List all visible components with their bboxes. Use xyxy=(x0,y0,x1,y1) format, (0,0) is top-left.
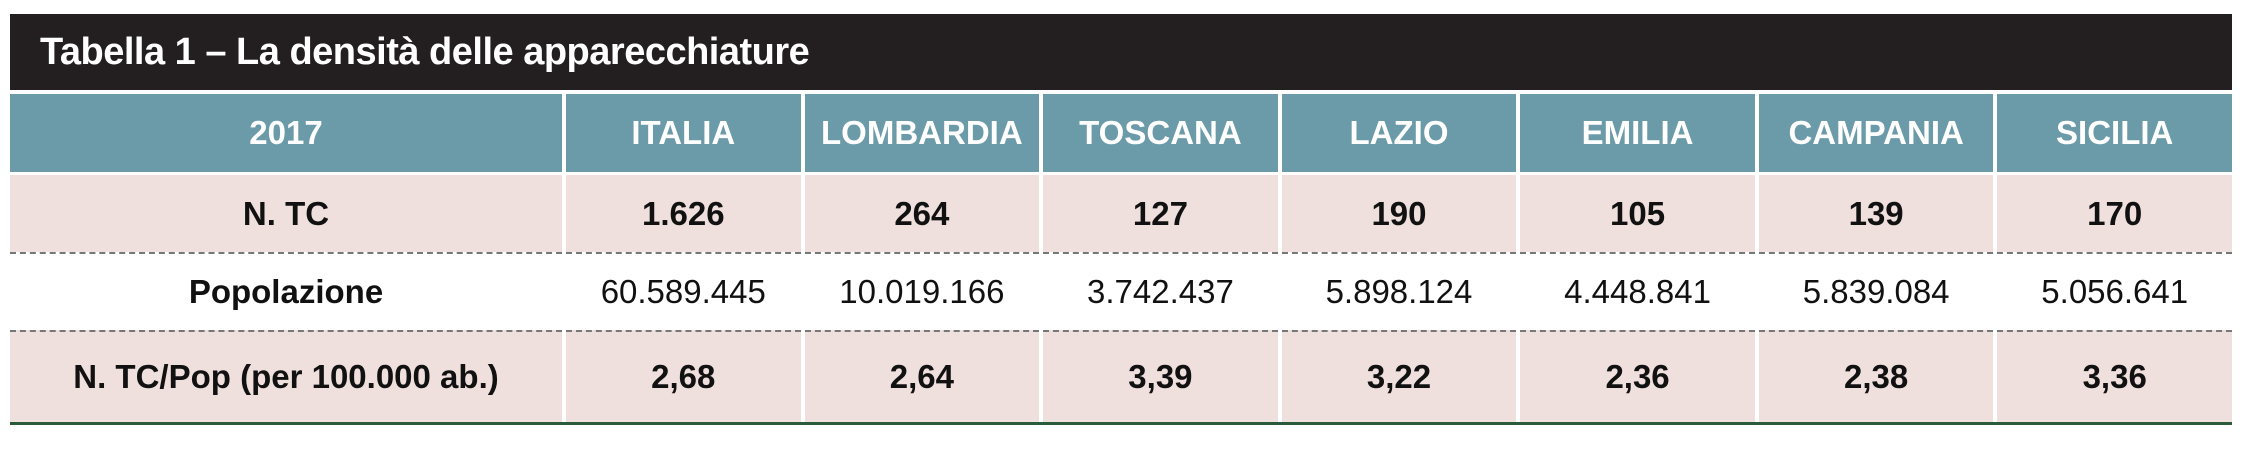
header-cell: LAZIO xyxy=(1281,94,1517,172)
data-cell: 1.626 xyxy=(566,175,801,252)
row-label: N. TC xyxy=(10,175,562,252)
data-cell: 10.019.166 xyxy=(804,252,1040,330)
data-cell: 190 xyxy=(1281,175,1517,252)
header-cell: LOMBARDIA xyxy=(804,94,1040,172)
data-cell: 60.589.445 xyxy=(566,252,801,330)
data-cell: 3.742.437 xyxy=(1043,252,1278,330)
data-cell: 105 xyxy=(1520,175,1755,252)
data-cell: 5.056.641 xyxy=(1997,252,2232,330)
data-cell: 170 xyxy=(1997,175,2232,252)
header-cell: SICILIA xyxy=(1997,94,2232,172)
table-title: Tabella 1 – La densità delle apparecchia… xyxy=(10,14,2232,90)
data-cell: 3,39 xyxy=(1043,330,1278,422)
data-cell: 5.839.084 xyxy=(1758,252,1994,330)
data-cell: 2,64 xyxy=(804,330,1040,422)
data-cell: 264 xyxy=(804,175,1040,252)
header-cell: 2017 xyxy=(10,94,562,172)
data-cell: 2,68 xyxy=(566,330,801,422)
row-label: N. TC/Pop (per 100.000 ab.) xyxy=(10,330,562,422)
data-cell: 139 xyxy=(1758,175,1994,252)
data-cell: 127 xyxy=(1043,175,1278,252)
table: 2017 ITALIA LOMBARDIA TOSCANA LAZIO EMILIA CAM… xyxy=(10,94,2232,425)
data-cell: 2,38 xyxy=(1758,330,1994,422)
header-cell: EMILIA xyxy=(1520,94,1755,172)
data-cell: 5.898.124 xyxy=(1281,252,1517,330)
data-cell: 4.448.841 xyxy=(1520,252,1755,330)
data-cell: 3,22 xyxy=(1281,330,1517,422)
row-label: Popolazione xyxy=(10,252,562,330)
data-cell: 3,36 xyxy=(1997,330,2232,422)
header-cell: TOSCANA xyxy=(1043,94,1278,172)
header-cell: ITALIA xyxy=(566,94,801,172)
header-cell: CAMPANIA xyxy=(1758,94,1994,172)
data-cell: 2,36 xyxy=(1520,330,1755,422)
